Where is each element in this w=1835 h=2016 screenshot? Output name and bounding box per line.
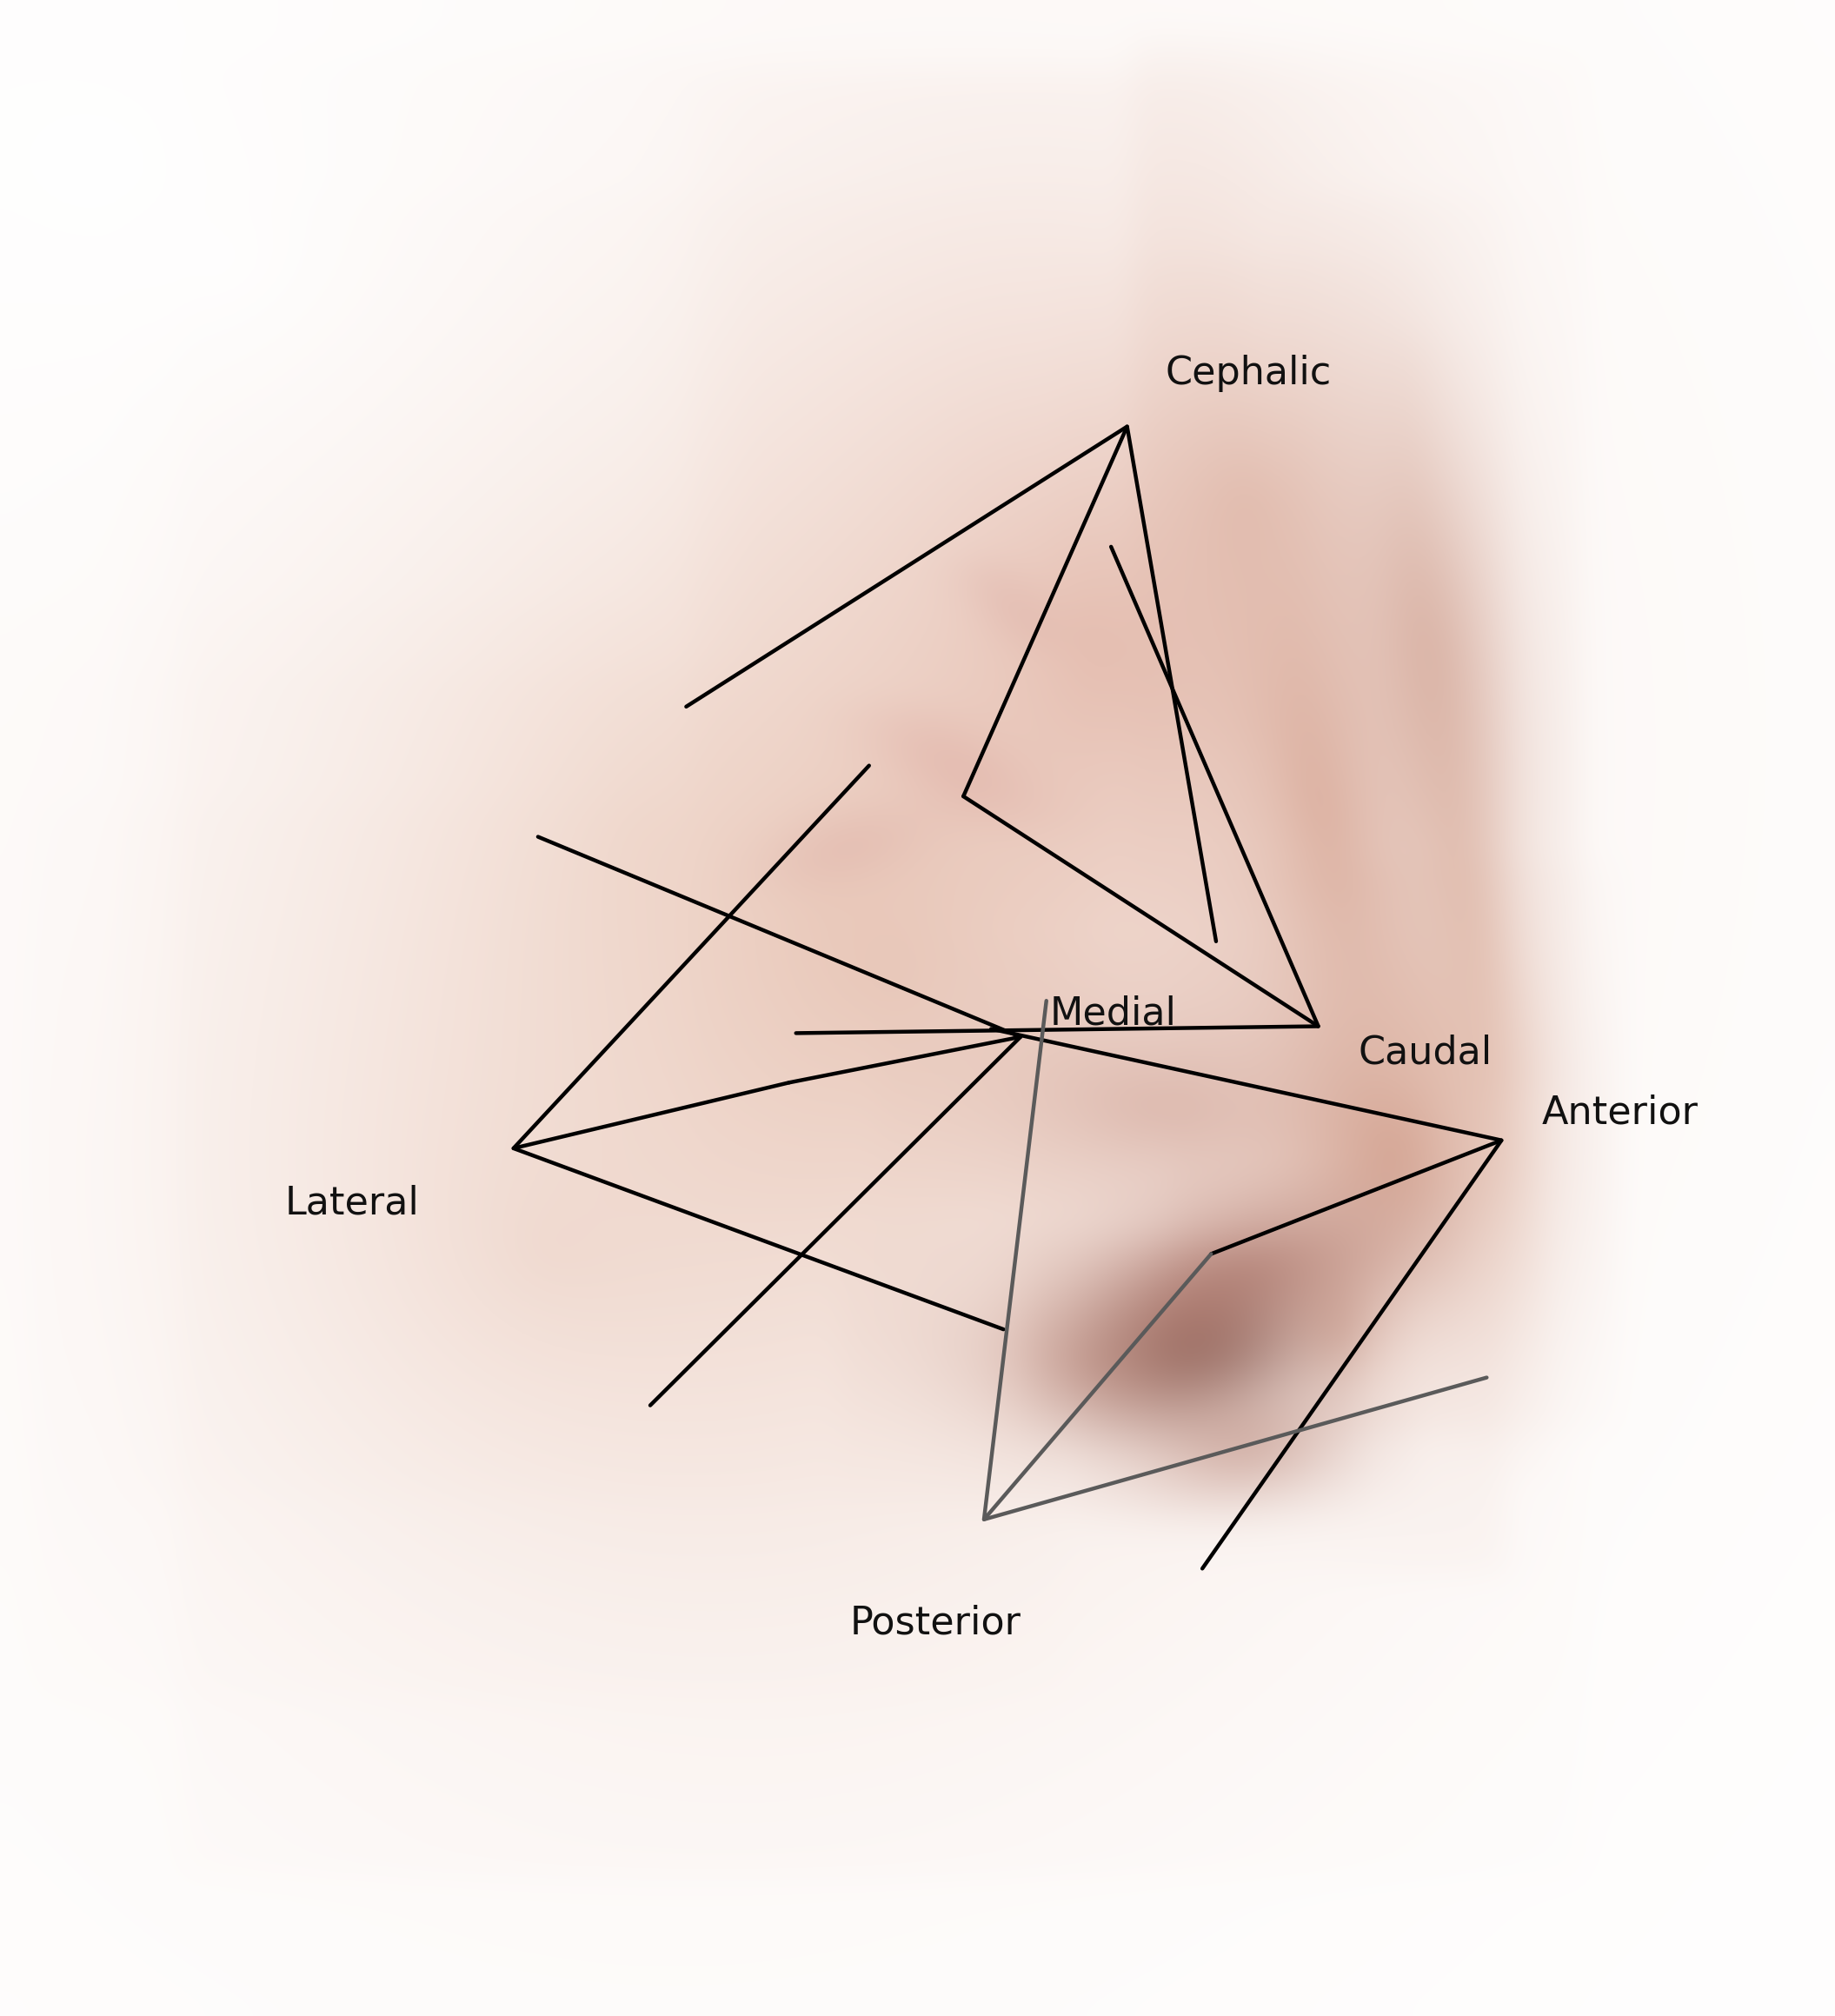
FancyArrowPatch shape xyxy=(686,427,1217,941)
FancyArrowPatch shape xyxy=(991,1028,1501,1568)
FancyArrowPatch shape xyxy=(796,546,1318,1032)
Text: Posterior: Posterior xyxy=(850,1605,1022,1641)
FancyArrowPatch shape xyxy=(514,766,1004,1329)
FancyArrowPatch shape xyxy=(538,837,1020,1405)
Text: Cephalic: Cephalic xyxy=(1165,355,1332,391)
Text: Medial: Medial xyxy=(1050,996,1176,1032)
Text: Anterior: Anterior xyxy=(1541,1095,1697,1131)
Text: Caudal: Caudal xyxy=(1358,1034,1492,1070)
Text: Lateral: Lateral xyxy=(284,1185,418,1222)
FancyArrowPatch shape xyxy=(984,1000,1486,1520)
